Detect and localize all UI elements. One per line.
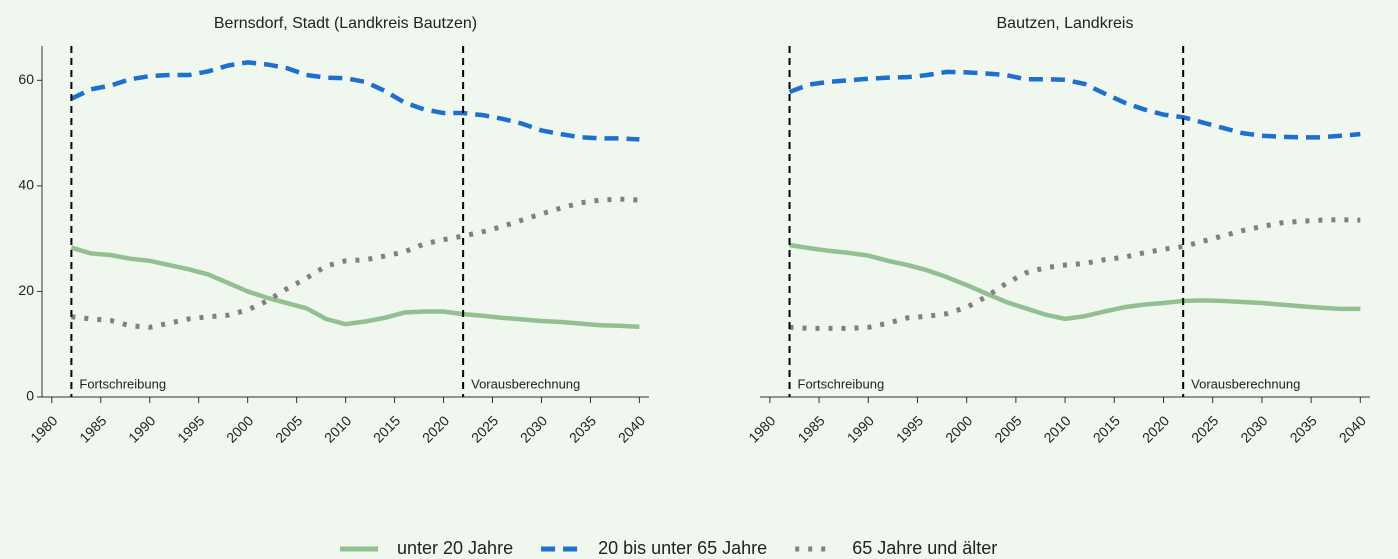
x-tick-label: 2030 — [1237, 412, 1270, 445]
y-tick-label: 0 — [26, 388, 34, 404]
annotation: Vorausberechnung — [1191, 376, 1300, 391]
annotation: Fortschreibung — [798, 376, 885, 391]
x-tick-label: 2015 — [370, 412, 403, 445]
series-line — [789, 217, 1361, 331]
y-tick-label: 60 — [18, 71, 34, 87]
annotation: Vorausberechnung — [471, 376, 580, 391]
x-tick-label: 2020 — [1139, 412, 1172, 445]
x-tick-label: 2005 — [991, 412, 1024, 445]
legend-label: unter 20 Jahre — [397, 538, 513, 558]
x-tick-label: 1995 — [174, 412, 207, 445]
x-tick-label: 2010 — [1040, 412, 1073, 445]
x-tick-label: 2035 — [566, 412, 599, 445]
y-tick-label: 20 — [18, 282, 34, 298]
series-line — [788, 69, 1361, 140]
x-tick-label: 1980 — [745, 412, 778, 445]
x-tick-label: 2000 — [223, 412, 256, 445]
x-tick-label: 2025 — [468, 412, 501, 445]
panel-title: Bautzen, Landkreis — [997, 15, 1134, 32]
x-tick-label: 1985 — [794, 412, 827, 445]
y-tick-label: 40 — [18, 177, 34, 193]
x-tick-label: 2015 — [1090, 412, 1123, 445]
x-tick-label: 2020 — [419, 412, 452, 445]
x-tick-label: 1995 — [893, 412, 926, 445]
series-line — [71, 196, 640, 330]
x-tick-label: 1990 — [125, 412, 158, 445]
x-tick-label: 2040 — [1336, 412, 1369, 445]
legend-label: 65 Jahre und älter — [852, 538, 997, 558]
annotation: Fortschreibung — [79, 376, 166, 391]
x-tick-label: 2000 — [942, 412, 975, 445]
x-tick-label: 1980 — [27, 412, 60, 445]
x-tick-label: 2030 — [517, 412, 550, 445]
x-tick-label: 2025 — [1188, 412, 1221, 445]
x-tick-label: 2040 — [615, 412, 648, 445]
series-line — [70, 245, 640, 330]
x-tick-label: 1990 — [844, 412, 877, 445]
x-tick-label: 2010 — [321, 412, 354, 445]
legend-label: 20 bis unter 65 Jahre — [598, 538, 767, 558]
x-tick-label: 2005 — [272, 412, 305, 445]
x-tick-label: 1985 — [76, 412, 109, 445]
series-line — [789, 242, 1361, 322]
panel-title: Bernsdorf, Stadt (Landkreis Bautzen) — [214, 15, 477, 32]
x-tick-label: 2035 — [1287, 412, 1320, 445]
series-line — [70, 60, 640, 142]
